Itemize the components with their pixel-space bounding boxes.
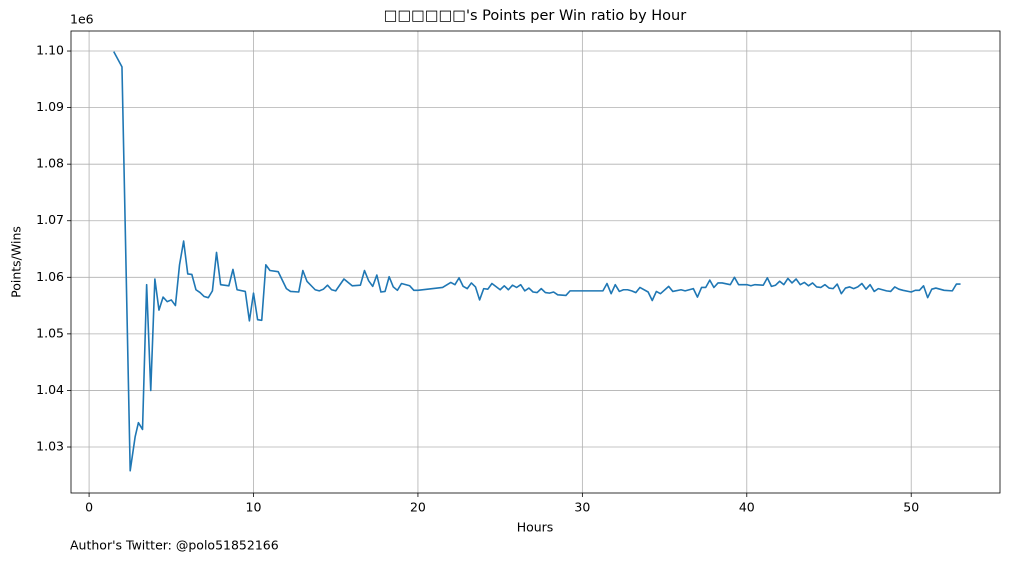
y-tick-label: 1.07: [36, 212, 64, 227]
y-tick-label: 1.06: [36, 269, 64, 284]
footnote: Author's Twitter: @polo51852166: [70, 538, 279, 553]
x-tick-label: 40: [739, 500, 755, 515]
plot-frame: [70, 30, 1001, 494]
x-tick-label: 0: [85, 500, 93, 515]
y-tick-label: 1.09: [36, 99, 64, 114]
y-tick-label: 1.04: [36, 382, 64, 397]
data-line: [113, 51, 961, 472]
x-tick-label: 30: [574, 500, 590, 515]
y-axis-label: Points/Wins: [9, 226, 24, 298]
x-axis-label: Hours: [517, 520, 554, 535]
x-tick-label: 20: [410, 500, 426, 515]
x-tick-label: 10: [246, 500, 262, 515]
x-tick-label: 50: [903, 500, 919, 515]
y-tick-label: 1.03: [36, 439, 64, 454]
y-tick-label: 1.10: [36, 43, 64, 58]
y-tick-label: 1.05: [36, 325, 64, 340]
y-offset-label: 1e6: [70, 12, 94, 27]
y-tick-label: 1.08: [36, 156, 64, 171]
chart-title: □□□□□□'s Points per Win ratio by Hour: [384, 8, 686, 24]
